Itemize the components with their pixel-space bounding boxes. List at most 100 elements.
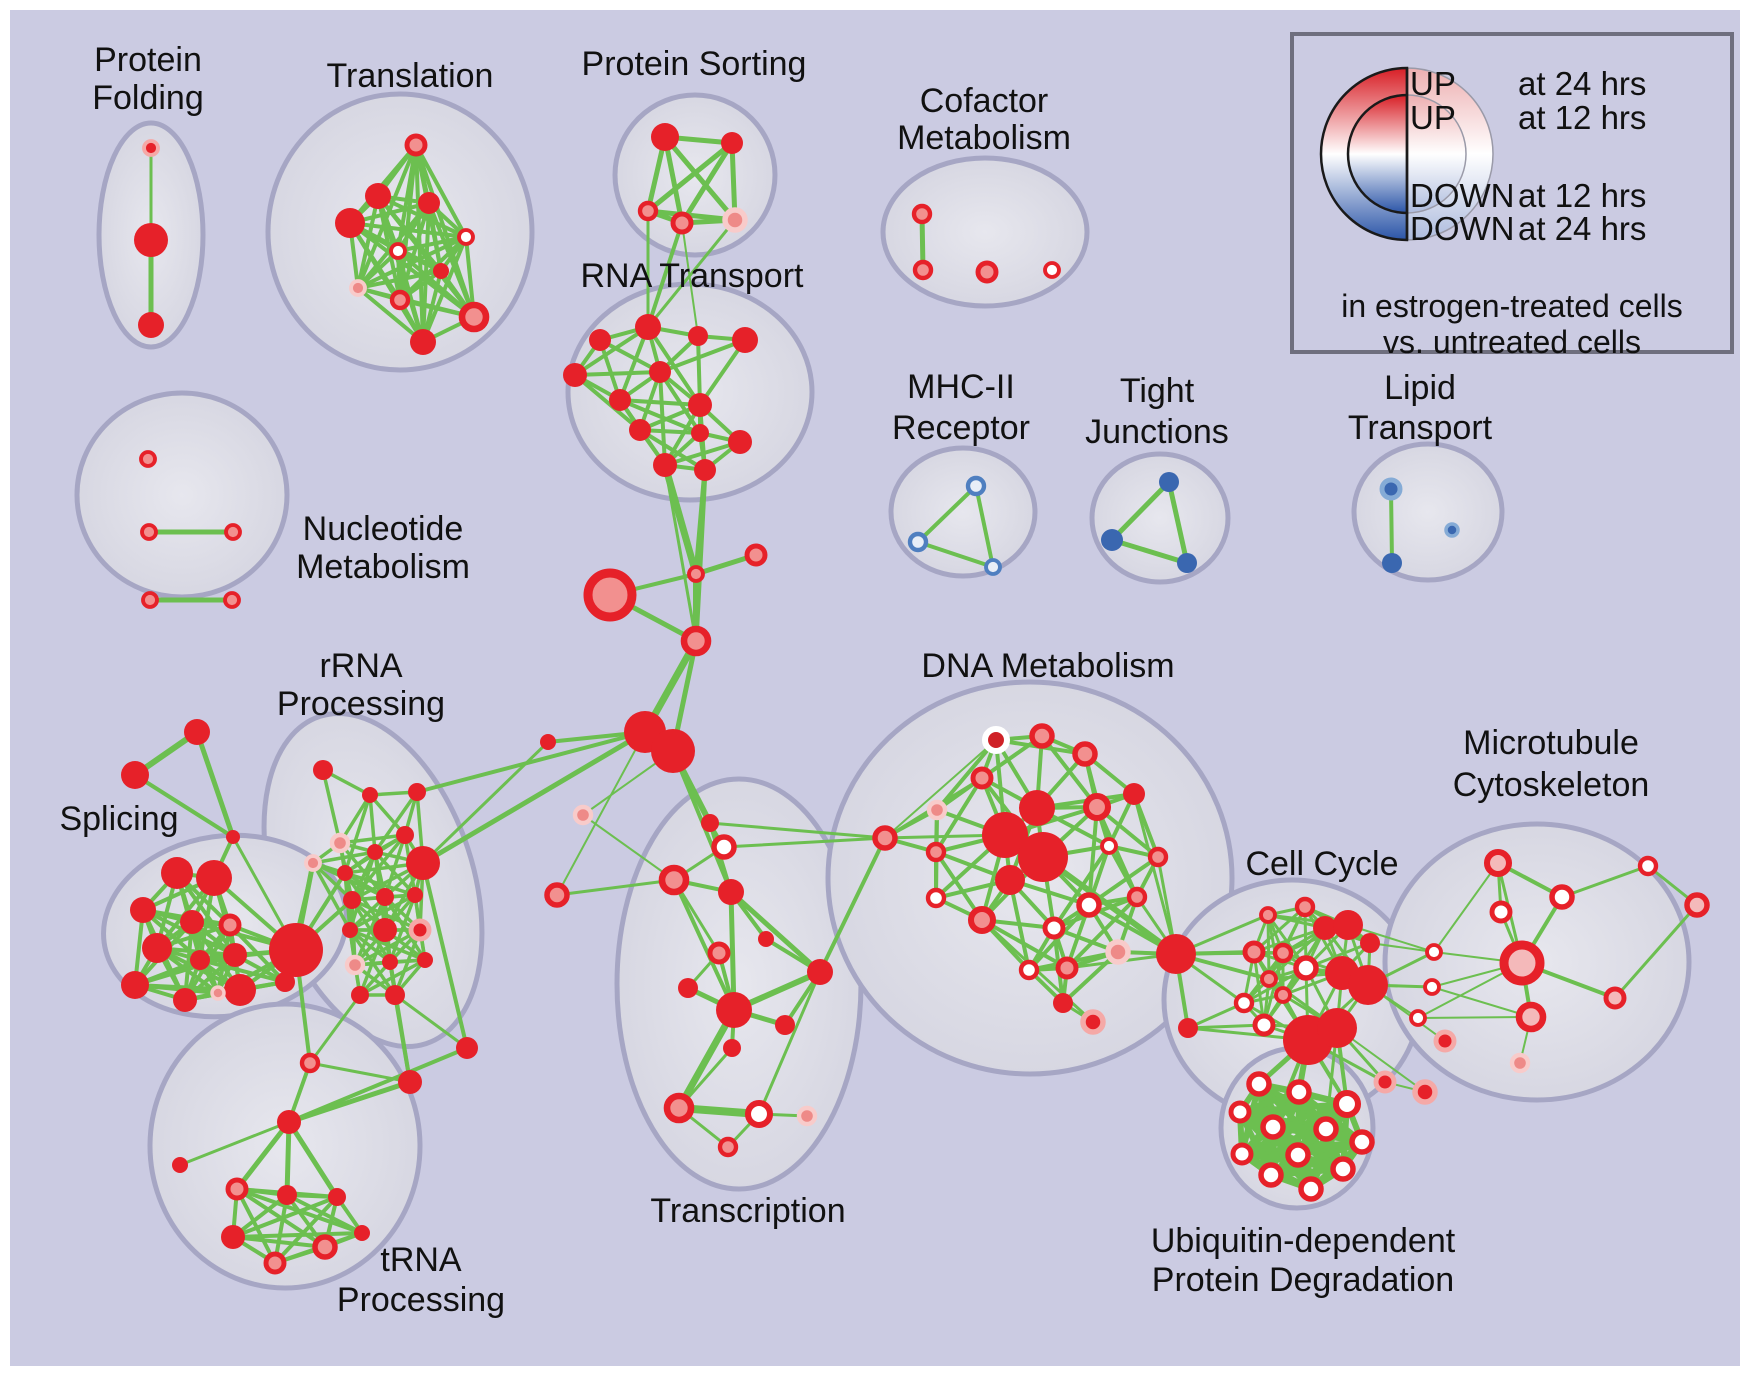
- node-135-rp: [1242, 940, 1266, 964]
- node-88-r: [354, 1225, 370, 1241]
- network-edge: [916, 540, 995, 569]
- node-159-rP: [1483, 848, 1513, 878]
- legend-footer-line1: in estrogen-treated cells: [1341, 288, 1683, 324]
- node-27-r: [629, 419, 651, 441]
- node-97-r: [807, 959, 833, 985]
- network-edge: [348, 893, 417, 932]
- node-70-r: [373, 918, 397, 942]
- node-157-rw: [1258, 1162, 1284, 1188]
- network-edge: [286, 1119, 340, 1200]
- network-edge: [679, 140, 735, 226]
- network-edge: [231, 1195, 339, 1239]
- node-92-r: [718, 879, 744, 905]
- node-68-r: [407, 887, 423, 903]
- node-75-r: [351, 986, 369, 1004]
- node-188-rp: [223, 591, 241, 609]
- node-22-r: [732, 327, 758, 353]
- cluster-ubiquitin-degradation-label: Protein Degradation: [1152, 1261, 1454, 1299]
- network-edge: [1347, 924, 1435, 953]
- node-21-r: [688, 326, 708, 346]
- network-edge: [420, 729, 648, 866]
- node-189-pr: [1433, 1029, 1457, 1053]
- cluster-cofactor-metabolism-ellipse: [880, 155, 1090, 309]
- network-edge: [285, 1193, 364, 1235]
- node-8-rw: [389, 242, 407, 260]
- node-168-rw: [1637, 855, 1659, 877]
- node-104-rp: [717, 1136, 739, 1158]
- network-edge: [1252, 926, 1327, 954]
- node-129-r: [1156, 934, 1196, 974]
- node-175-bw: [965, 475, 987, 497]
- node-86-rp: [312, 1234, 338, 1260]
- node-39-pp: [572, 804, 594, 826]
- node-63-r: [367, 844, 383, 860]
- node-76-r: [385, 985, 405, 1005]
- network-edge: [393, 993, 412, 1084]
- node-182-b: [1382, 553, 1402, 573]
- node-184-rp: [139, 450, 157, 468]
- node-185-rp: [140, 523, 158, 541]
- network-edge: [133, 953, 237, 987]
- node-82-rp: [225, 1177, 249, 1201]
- node-26-r: [688, 393, 712, 417]
- node-14-r: [651, 123, 679, 151]
- node-147-rw: [1246, 1071, 1272, 1097]
- node-98-r: [716, 992, 752, 1028]
- legend-down24-label: DOWN: [1410, 210, 1515, 247]
- network-edge: [1109, 479, 1172, 543]
- network-edge: [396, 249, 425, 344]
- node-89-r: [701, 814, 719, 832]
- cluster-rrna-processing-label: Processing: [277, 685, 445, 723]
- node-190-pr: [1373, 1070, 1397, 1094]
- node-148-rw: [1286, 1079, 1312, 1105]
- node-9-r: [433, 263, 449, 279]
- node-56-r: [226, 830, 240, 844]
- network-edge: [234, 1119, 292, 1192]
- network-edge: [1109, 537, 1190, 566]
- network-edge: [273, 1195, 339, 1265]
- network-edge: [708, 821, 887, 840]
- node-132-r: [1313, 916, 1337, 940]
- cluster-dna-metabolism-label: DNA Metabolism: [921, 647, 1174, 685]
- node-162-rw: [1425, 943, 1443, 961]
- network-edge: [582, 814, 675, 881]
- node-178-b: [1159, 472, 1179, 492]
- node-123-rw: [1076, 892, 1102, 918]
- cluster-mhc-ii-receptor-label: Receptor: [892, 409, 1030, 447]
- network-edge: [1389, 487, 1394, 565]
- node-85-r: [221, 1225, 245, 1249]
- network-edge: [618, 325, 650, 402]
- cluster-transcription-label: Transcription: [650, 1192, 845, 1230]
- node-91-rp: [658, 864, 690, 896]
- network-edge: [415, 730, 647, 794]
- node-137-rw: [1293, 955, 1319, 981]
- network-edge: [368, 793, 377, 854]
- cluster-lipid-transport-label: Lipid: [1384, 369, 1456, 407]
- node-160-rw: [1549, 884, 1575, 910]
- node-60-pp: [329, 832, 351, 854]
- node-48-r: [269, 923, 323, 977]
- node-31-r: [694, 459, 716, 481]
- node-79-r: [456, 1037, 478, 1059]
- node-103-pp: [796, 1105, 818, 1127]
- legend-node-glyph: [1319, 66, 1494, 242]
- network-edge: [729, 140, 738, 223]
- network-edge: [757, 970, 822, 1116]
- node-41-r: [196, 860, 232, 896]
- node-142-rw: [1233, 992, 1255, 1014]
- network-edge: [356, 286, 425, 344]
- legend-footer-line2: vs. untreated cells: [1383, 324, 1641, 360]
- cluster-nucleotide-metabolism-label: Metabolism: [296, 548, 470, 586]
- network-edge: [396, 235, 468, 253]
- node-130-rp: [1259, 906, 1277, 924]
- network-edge: [321, 768, 342, 845]
- network-edge: [194, 729, 236, 840]
- node-3-rp: [404, 133, 428, 157]
- node-78-r: [398, 1070, 422, 1094]
- node-102-rw: [744, 1099, 774, 1129]
- network-edge: [663, 463, 698, 643]
- node-69-r: [342, 922, 358, 938]
- node-115-r: [982, 812, 1028, 858]
- node-54-r: [184, 719, 210, 745]
- cluster-trna-processing-label: Processing: [337, 1281, 505, 1319]
